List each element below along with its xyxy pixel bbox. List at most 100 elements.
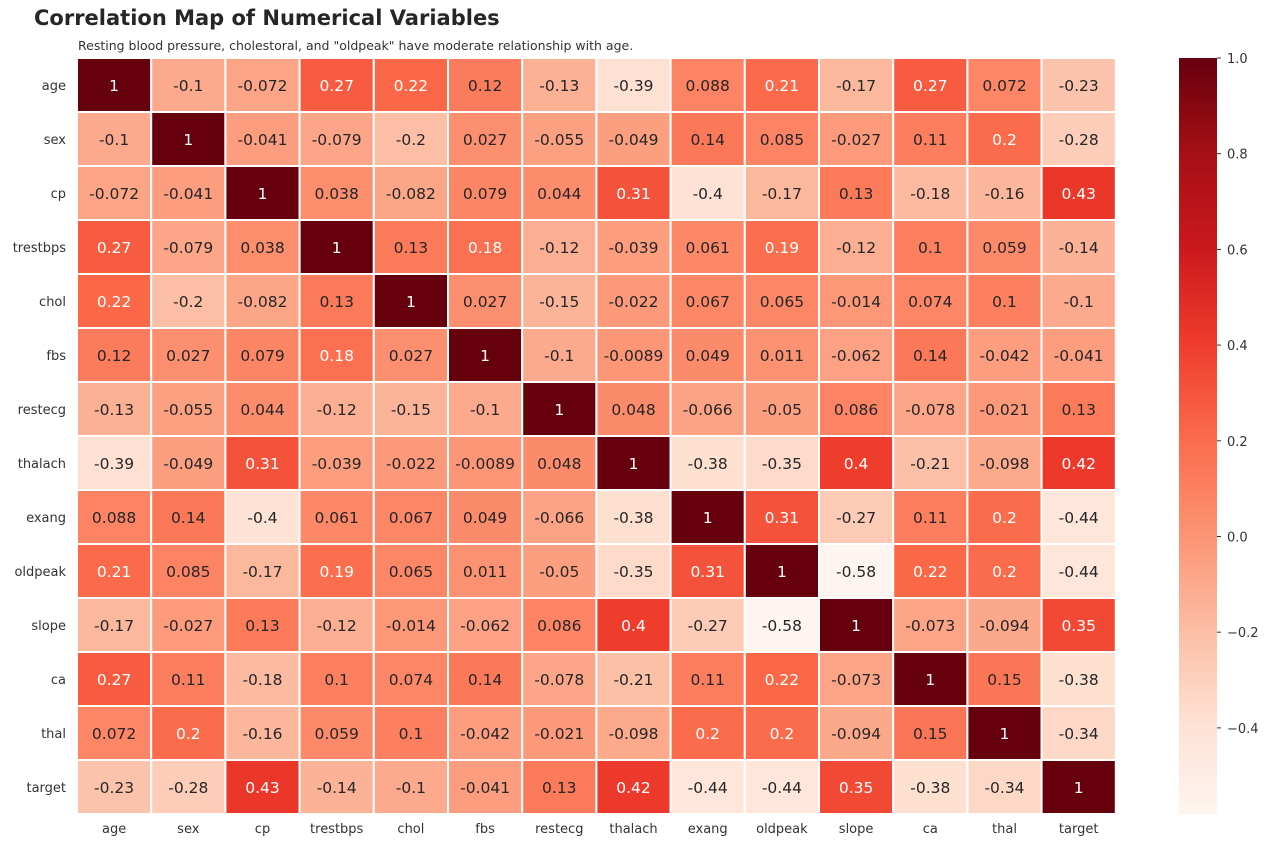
cell-value-trestbps-restecg: -0.12 xyxy=(539,239,579,257)
cell-value-age-thalach: -0.39 xyxy=(613,77,653,95)
cell-value-slope-slope: 1 xyxy=(851,617,861,635)
cell-value-fbs-chol: 0.027 xyxy=(389,347,433,365)
cell-value-restecg-age: -0.13 xyxy=(94,401,134,419)
heatmap-cell-slope-trestbps xyxy=(298,597,375,653)
heatmap-cell-ca-restecg xyxy=(521,651,598,707)
cell-value-trestbps-exang: 0.061 xyxy=(686,239,730,257)
row-label-fbs: fbs xyxy=(46,349,66,364)
cell-value-exang-exang: 1 xyxy=(703,509,713,527)
cell-value-oldpeak-trestbps: 0.19 xyxy=(319,563,354,581)
cell-value-chol-oldpeak: 0.065 xyxy=(760,293,804,311)
heatmap-cell-chol-fbs xyxy=(447,273,524,329)
cell-value-slope-thalach: 0.4 xyxy=(621,617,646,635)
heatmap-cell-chol-age xyxy=(76,273,153,329)
row-tick-labels: age sex cp trestbps chol fbs restecg thalach exa… xyxy=(13,79,67,796)
heatmap-cell-thal-sex xyxy=(150,705,227,761)
heatmap-cell-target-trestbps xyxy=(298,759,375,815)
cell-value-oldpeak-fbs: 0.011 xyxy=(463,563,507,581)
row-label-cp: cp xyxy=(51,187,66,202)
cell-value-exang-restecg: -0.066 xyxy=(534,509,584,527)
colorbar-tick-label: −0.2 xyxy=(1227,626,1259,641)
column-label-target: target xyxy=(1059,822,1099,837)
row-label-trestbps: trestbps xyxy=(13,241,67,256)
cell-value-sex-target: -0.28 xyxy=(1059,131,1099,149)
cell-value-target-thal: -0.34 xyxy=(984,779,1024,797)
heatmap-cell-sex-thalach xyxy=(595,111,672,167)
heatmap-cell-slope-fbs xyxy=(447,597,524,653)
column-label-fbs: fbs xyxy=(475,822,495,837)
cell-value-thal-chol: 0.1 xyxy=(399,725,424,743)
heatmap-cell-ca-fbs xyxy=(447,651,524,707)
cell-value-restecg-cp: 0.044 xyxy=(240,401,284,419)
cell-value-thal-target: -0.34 xyxy=(1059,725,1099,743)
heatmap-cell-ca-trestbps xyxy=(298,651,375,707)
cell-value-exang-age: 0.088 xyxy=(92,509,136,527)
cell-value-ca-ca: 1 xyxy=(925,671,935,689)
cell-value-thalach-slope: 0.4 xyxy=(844,455,869,473)
heatmap-cell-thalach-slope xyxy=(818,435,895,491)
cell-value-age-oldpeak: 0.21 xyxy=(765,77,800,95)
heatmap-cell-target-age xyxy=(76,759,153,815)
cell-value-trestbps-sex: -0.079 xyxy=(163,239,213,257)
cell-value-oldpeak-target: -0.44 xyxy=(1059,563,1099,581)
row-label-thal: thal xyxy=(41,727,66,742)
cell-value-thalach-exang: -0.38 xyxy=(688,455,728,473)
chart-subtitle: Resting blood pressure, cholestoral, and… xyxy=(78,38,634,53)
cell-value-thalach-fbs: -0.0089 xyxy=(455,455,515,473)
cell-value-exang-trestbps: 0.061 xyxy=(315,509,359,527)
cell-value-target-restecg: 0.13 xyxy=(542,779,577,797)
cell-value-trestbps-thal: 0.059 xyxy=(982,239,1026,257)
column-label-restecg: restecg xyxy=(535,822,583,837)
row-label-chol: chol xyxy=(39,295,66,310)
heatmap-cell-thalach-sex xyxy=(150,435,227,491)
cell-value-target-slope: 0.35 xyxy=(839,779,874,797)
colorbar: 1.0 0.8 0.6 0.4 0.2 0.0 −0.2 −0.4 xyxy=(1179,52,1259,814)
cell-value-age-thal: 0.072 xyxy=(982,77,1026,95)
heatmap-cell-thal-cp xyxy=(224,705,301,761)
cell-value-cp-chol: -0.082 xyxy=(386,185,436,203)
cell-value-target-cp: 0.43 xyxy=(245,779,280,797)
colorbar-tick-label: 0.4 xyxy=(1227,339,1248,354)
row-label-age: age xyxy=(42,79,66,94)
heatmap-cell-exang-sex xyxy=(150,489,227,545)
heatmap-cell-target-chol xyxy=(372,759,449,815)
cell-value-chol-restecg: -0.15 xyxy=(539,293,579,311)
cell-value-sex-thal: 0.2 xyxy=(992,131,1017,149)
heatmap-cell-ca-target xyxy=(1040,651,1117,707)
cell-value-thal-ca: 0.15 xyxy=(913,725,948,743)
row-label-exang: exang xyxy=(26,511,66,526)
heatmap-cell-cp-fbs xyxy=(447,165,524,221)
cell-value-restecg-slope: 0.086 xyxy=(834,401,878,419)
cell-value-fbs-thalach: -0.0089 xyxy=(604,347,664,365)
cell-value-sex-fbs: 0.027 xyxy=(463,131,507,149)
heatmap-cell-chol-exang xyxy=(669,273,746,329)
cell-value-ca-cp: -0.18 xyxy=(242,671,282,689)
heatmap-cell-age-ca xyxy=(892,57,969,113)
cell-value-oldpeak-age: 0.21 xyxy=(97,563,132,581)
cell-value-thalach-chol: -0.022 xyxy=(386,455,436,473)
cell-value-trestbps-fbs: 0.18 xyxy=(468,239,503,257)
cell-value-target-thalach: 0.42 xyxy=(616,779,651,797)
cell-value-slope-target: 0.35 xyxy=(1061,617,1096,635)
heatmap-cell-exang-cp xyxy=(224,489,301,545)
cell-value-thalach-thal: -0.098 xyxy=(980,455,1030,473)
heatmap-cells xyxy=(76,57,1117,815)
cell-value-restecg-fbs: -0.1 xyxy=(470,401,500,419)
cell-value-target-sex: -0.28 xyxy=(168,779,208,797)
cell-value-trestbps-oldpeak: 0.19 xyxy=(765,239,800,257)
cell-value-sex-age: -0.1 xyxy=(99,131,129,149)
cell-value-thal-thal: 1 xyxy=(1000,725,1010,743)
row-label-ca: ca xyxy=(51,673,66,688)
heatmap-cell-cp-cp xyxy=(224,165,301,221)
heatmap-cell-ca-sex xyxy=(150,651,227,707)
colorbar-gradient xyxy=(1179,58,1217,814)
cell-value-target-oldpeak: -0.44 xyxy=(762,779,802,797)
cell-value-sex-restecg: -0.055 xyxy=(534,131,584,149)
heatmap-cell-exang-age xyxy=(76,489,153,545)
heatmap-cell-age-target xyxy=(1040,57,1117,113)
heatmap-cell-thal-thalach xyxy=(595,705,672,761)
cell-value-fbs-age: 0.12 xyxy=(97,347,132,365)
heatmap-cell-slope-target xyxy=(1040,597,1117,653)
cell-value-chol-sex: -0.2 xyxy=(173,293,203,311)
heatmap-cell-slope-thal xyxy=(966,597,1043,653)
